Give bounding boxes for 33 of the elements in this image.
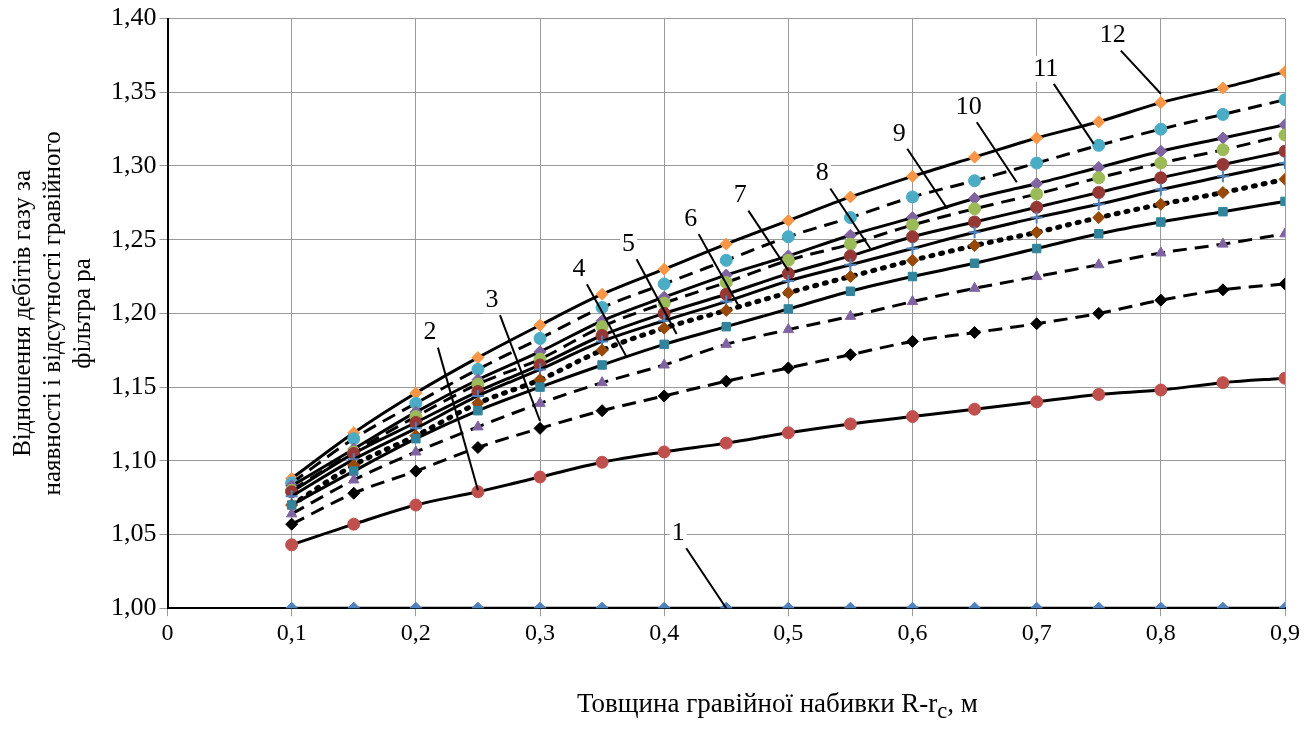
annotation: 1: [671, 517, 685, 547]
x-tick-label: 0,8: [1145, 618, 1176, 645]
x-tick-label: 0,6: [897, 618, 928, 645]
x-tick-label: 0,5: [773, 618, 804, 645]
y-tick-label: 1,00: [111, 592, 157, 622]
annotation: 6: [684, 202, 698, 232]
x-axis-title: Товщина гравійної набивки R-r$_{c}$, м: [576, 688, 979, 725]
annotation: 7: [733, 179, 747, 209]
x-tick-label: 0,4: [649, 618, 680, 645]
x-tick-label: 0,7: [1021, 618, 1052, 645]
y-tick-label: 1,15: [111, 370, 157, 400]
y-tick-label: 1,20: [111, 297, 157, 327]
x-tick-label: 0,3: [525, 618, 555, 645]
annotation: 11: [1033, 52, 1059, 82]
annotation: 8: [815, 157, 829, 187]
y-tick-label: 1,35: [111, 76, 157, 106]
y-tick-label: 1,05: [111, 518, 157, 548]
x-tick-label: 0,9: [1270, 618, 1300, 645]
annotation: 12: [1099, 19, 1126, 49]
x-tick-label: 0: [161, 618, 174, 645]
annotation: 5: [622, 228, 636, 258]
y-tick-label: 1,40: [111, 2, 157, 32]
y-tick-label: 1,30: [111, 149, 157, 179]
x-tick-label: 0,2: [400, 618, 431, 645]
annotation: 4: [572, 253, 586, 283]
y-axis-title: Відношення дебітів газу за наявності і відсутності гравійного фільтра ра: [7, 131, 95, 496]
annotation: 10: [955, 91, 982, 121]
y-tick-label: 1,25: [111, 223, 157, 253]
annotation: 2: [423, 316, 437, 346]
annotation: 9: [892, 117, 906, 147]
y-tick-label: 1,10: [111, 444, 157, 474]
annotation: 3: [485, 284, 499, 314]
x-tick-label: 0,1: [276, 618, 307, 645]
